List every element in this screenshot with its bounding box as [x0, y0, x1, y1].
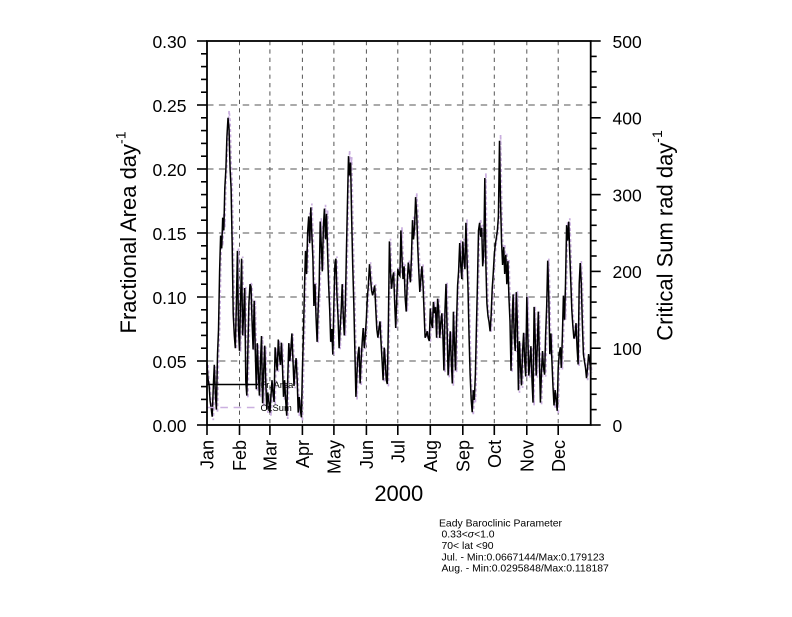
svg-text:300: 300	[613, 185, 642, 205]
svg-text:400: 400	[613, 109, 642, 129]
svg-text:2000: 2000	[374, 481, 423, 506]
svg-text:Fr. Area: Fr. Area	[261, 379, 295, 390]
svg-text:0.33<σ<1.0: 0.33<σ<1.0	[442, 530, 495, 541]
svg-text:0.30: 0.30	[152, 32, 186, 52]
svg-text:Feb: Feb	[230, 440, 250, 471]
svg-text:Aug. - Min:0.0295848/Max:0.118: Aug. - Min:0.0295848/Max:0.118187	[442, 564, 610, 575]
svg-text:0.25: 0.25	[152, 96, 186, 116]
svg-text:500: 500	[613, 32, 642, 52]
svg-text:Aug: Aug	[421, 440, 441, 472]
svg-text:70< lat <90: 70< lat <90	[442, 541, 494, 552]
svg-text:0.05: 0.05	[152, 352, 186, 372]
svg-text:Eady Baroclinic Parameter: Eady Baroclinic Parameter	[439, 518, 563, 529]
svg-text:May: May	[325, 440, 345, 474]
svg-text:Cr.Sum: Cr.Sum	[261, 402, 292, 413]
svg-text:Oct: Oct	[485, 440, 505, 468]
svg-text:100: 100	[613, 339, 642, 359]
svg-text:Fractional Area day-1: Fractional Area day-1	[112, 131, 141, 333]
svg-text:Sep: Sep	[453, 440, 473, 472]
svg-text:0.00: 0.00	[152, 416, 186, 436]
svg-text:200: 200	[613, 262, 642, 282]
svg-text:Critical Sum rad day-1: Critical Sum rad day-1	[649, 130, 678, 341]
svg-text:Mar: Mar	[261, 440, 281, 471]
svg-text:Jan: Jan	[198, 440, 218, 469]
svg-text:0.10: 0.10	[152, 288, 186, 308]
svg-text:Dec: Dec	[549, 440, 569, 472]
svg-text:Nov: Nov	[517, 440, 537, 472]
svg-text:Jun: Jun	[357, 440, 377, 469]
svg-text:Apr: Apr	[293, 440, 313, 468]
svg-text:Jul. - Min:0.0667144/Max:0.179: Jul. - Min:0.0667144/Max:0.179123	[442, 552, 605, 563]
svg-text:0.15: 0.15	[152, 224, 186, 244]
svg-text:0: 0	[613, 416, 623, 436]
svg-text:Jul: Jul	[388, 440, 408, 463]
svg-text:0.20: 0.20	[152, 160, 186, 180]
